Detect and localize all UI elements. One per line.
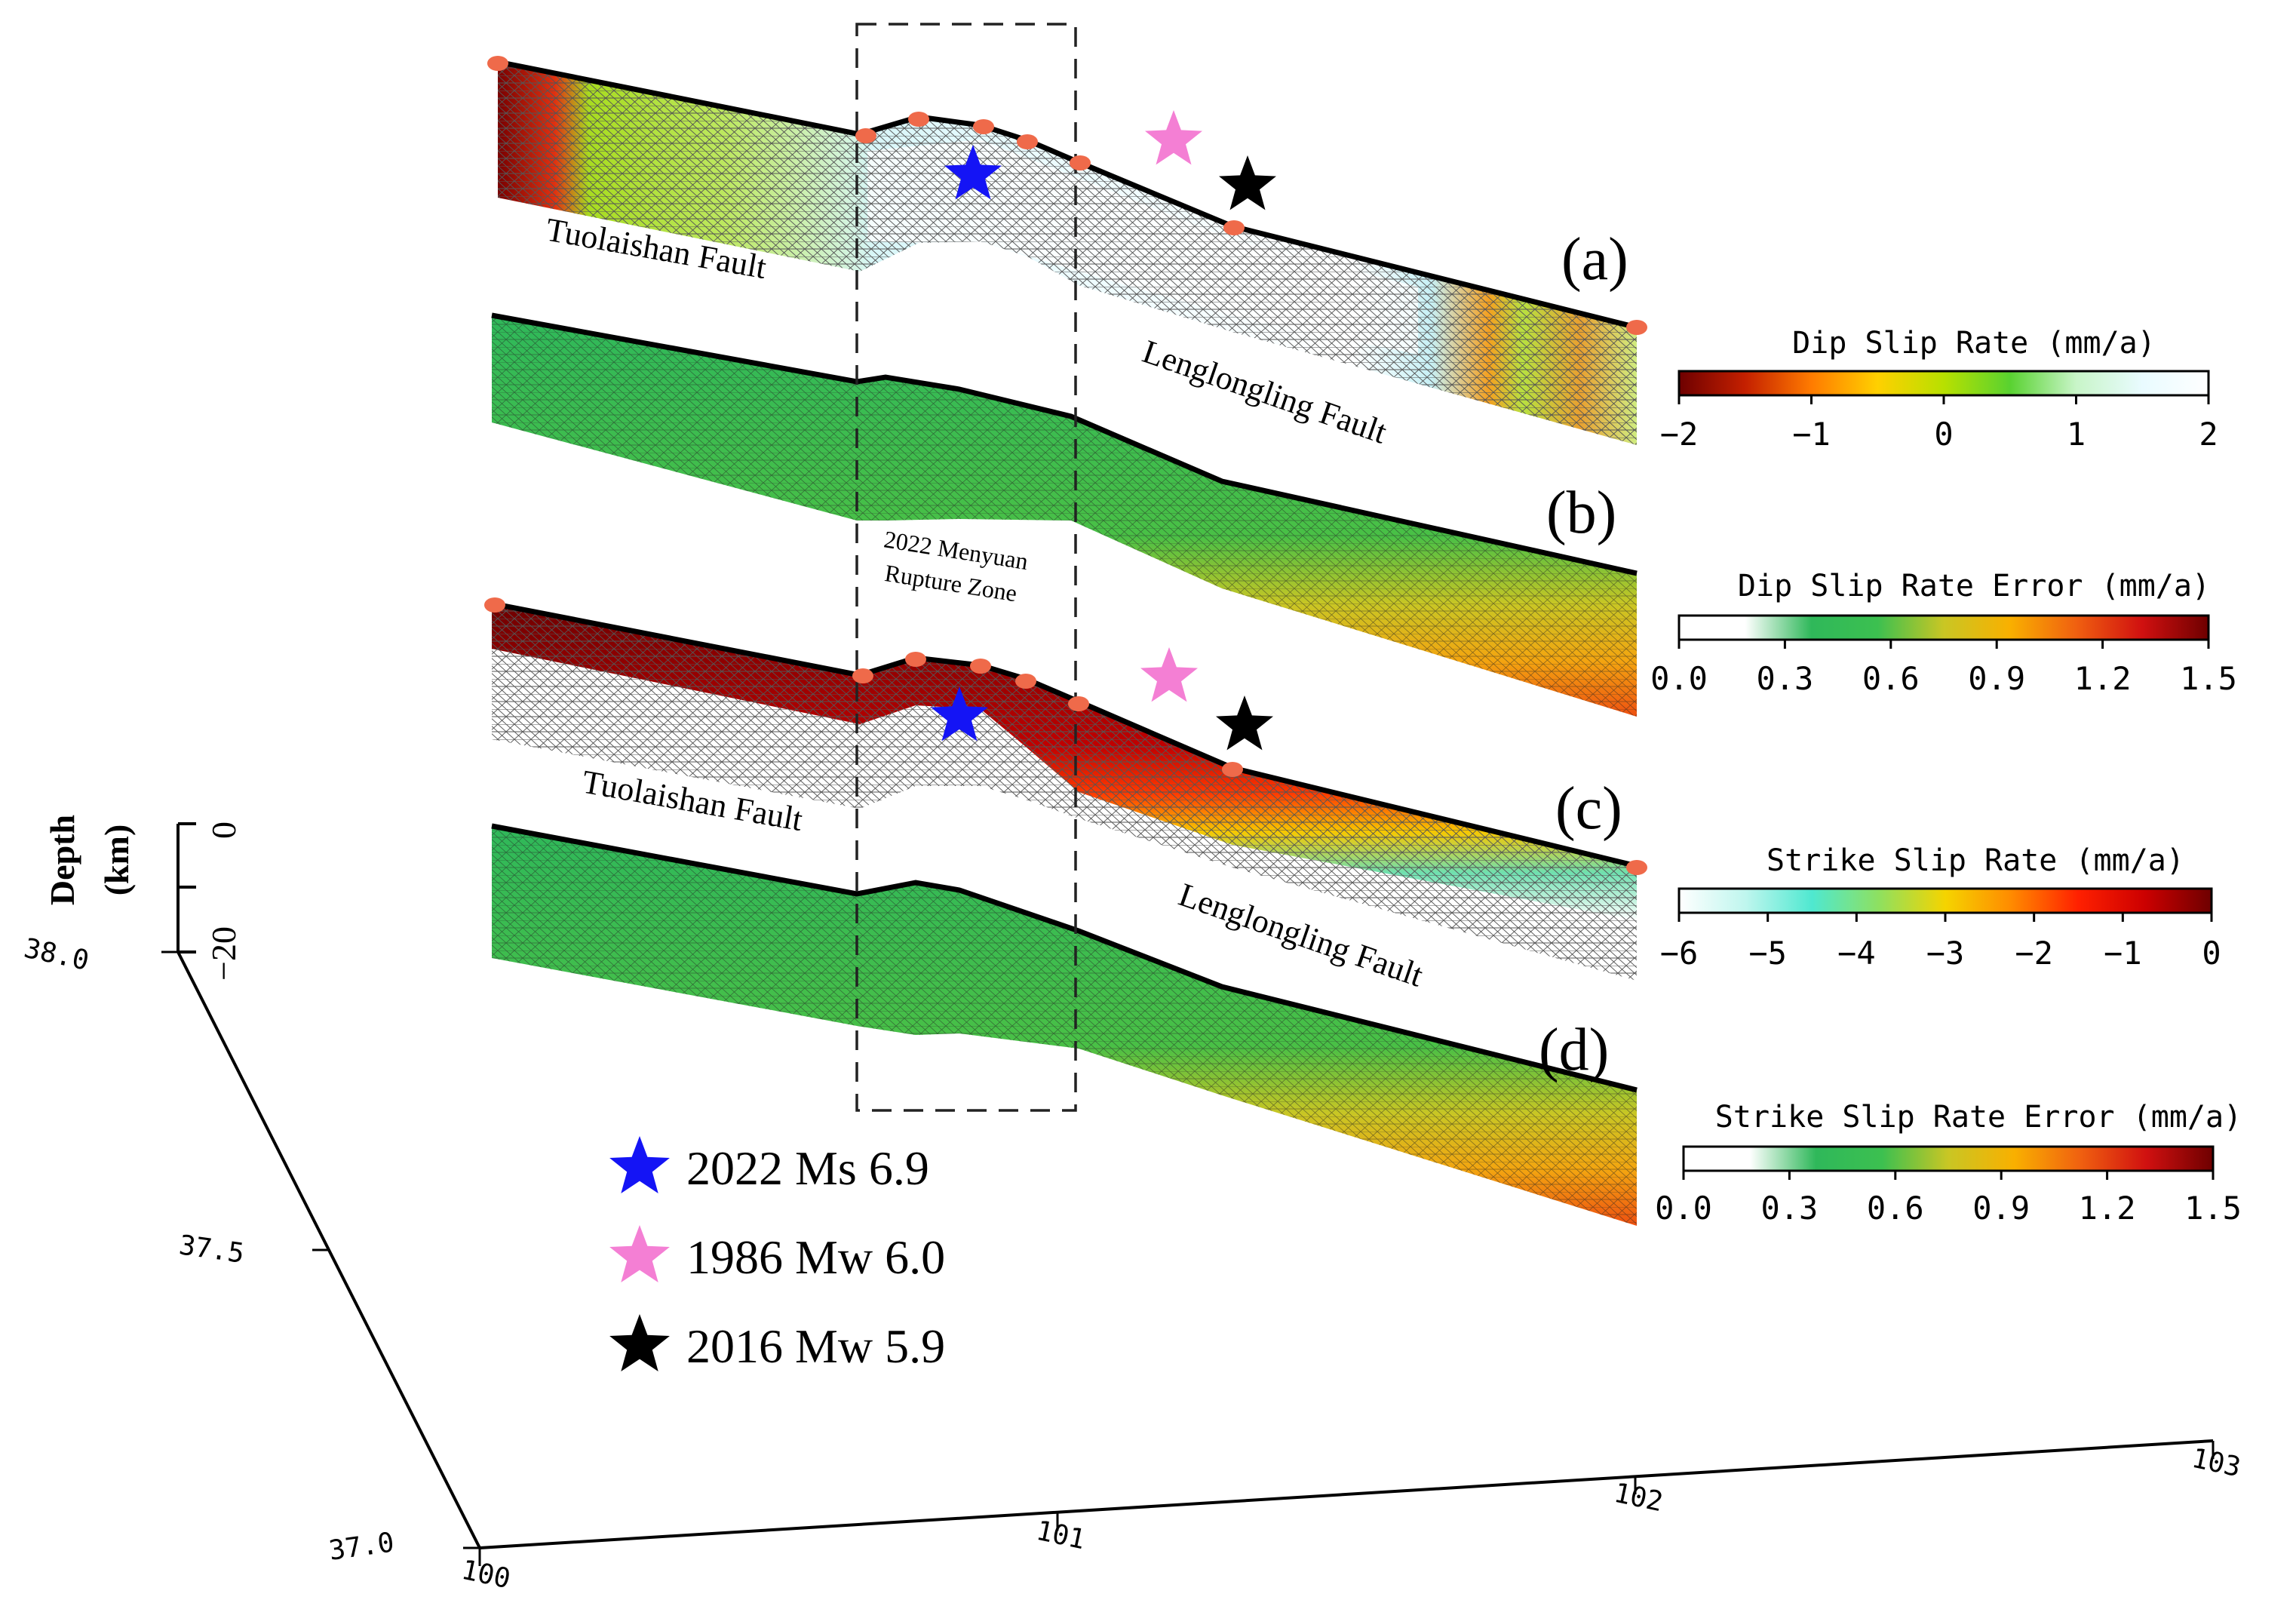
- rupture-zone-label: 2022 Menyuan Rupture Zone: [882, 525, 1030, 606]
- earthquake-stars: [931, 110, 1276, 751]
- longitude-axis-line: [479, 1439, 2214, 1549]
- colorbar-title: Dip Slip Rate (mm/a): [1792, 326, 2156, 361]
- colorbar-tick-label: −6: [1660, 935, 1699, 972]
- pink-star-icon: [1145, 110, 1202, 165]
- lon-tick-label-103: 103: [2189, 1443, 2243, 1484]
- black-star-icon: [1216, 696, 1273, 751]
- pink-star-icon: [609, 1225, 670, 1282]
- colorbar-tick-label: −5: [1748, 935, 1787, 972]
- depth-axis-label-line1: Depth: [43, 815, 81, 905]
- lon-tick-label-101: 101: [1033, 1515, 1088, 1556]
- colorbar-tick-label: 0.9: [1972, 1190, 2030, 1227]
- colorbar-tick-label: 0.6: [1867, 1190, 1924, 1227]
- panel-label-b: (b): [1546, 480, 1616, 546]
- colorbar-tick-label: −2: [1660, 416, 1699, 453]
- panel-c-fault-surface: [491, 600, 1638, 981]
- colorbar-title: Strike Slip Rate (mm/a): [1767, 843, 2184, 878]
- panel-label-c: (c): [1555, 775, 1622, 842]
- colorbar-tick-label: 2: [2199, 416, 2218, 453]
- colorbar-title: Dip Slip Rate Error (mm/a): [1738, 569, 2210, 603]
- lat-tick-label-37-5: 37.5: [177, 1230, 247, 1270]
- colorbar: [1677, 370, 2210, 397]
- pink-star-icon: [1140, 647, 1198, 702]
- lon-tick-label-102: 102: [1611, 1478, 1665, 1519]
- earthquake-legend: 2022 Ms 6.9 1986 Mw 6.0 2016 Mw 5.9: [609, 1136, 945, 1373]
- legend-label: 2022 Ms 6.9: [686, 1141, 929, 1195]
- colorbar-tick-label: 1: [2067, 416, 2086, 453]
- colorbar-tick-label: 0.6: [1862, 660, 1920, 697]
- colorbar-tick-label: −1: [2104, 935, 2142, 972]
- colorbar-tick-label: 0.3: [1756, 660, 1813, 697]
- lat-tick-label-37: 37.0: [327, 1527, 397, 1567]
- colorbar-tick-label: 0.0: [1650, 660, 1708, 697]
- lon-tick-label-100: 100: [459, 1555, 513, 1595]
- depth-tick-label-0: 0: [204, 821, 243, 839]
- colorbar: [1677, 614, 2210, 641]
- panel-label-a: (a): [1561, 226, 1628, 293]
- colorbar-tick-label: 1.5: [2180, 660, 2237, 697]
- colorbar-tick-label: 1.2: [2074, 660, 2132, 697]
- black-star-icon: [609, 1314, 670, 1371]
- colorbar-tick-label: 0: [1934, 416, 1953, 453]
- colorbar-tick-label: −3: [1926, 935, 1965, 972]
- legend-label: 2016 Mw 5.9: [686, 1319, 945, 1373]
- lat-tick-label-38: 38.0: [21, 933, 91, 977]
- panel-a-fault-surface: [497, 59, 1638, 445]
- panel-d-fault-surface: [491, 823, 1638, 1226]
- blue-star-icon: [931, 686, 988, 742]
- colorbar-title: Strike Slip Rate Error (mm/a): [1715, 1100, 2242, 1135]
- colorbar-tick-label: −1: [1792, 416, 1831, 453]
- colorbar-tick-label: 0.0: [1655, 1190, 1712, 1227]
- colorbar-tick-label: −2: [2015, 935, 2053, 972]
- legend-label: 1986 Mw 6.0: [686, 1230, 945, 1284]
- black-star-icon: [1219, 155, 1276, 210]
- blue-star-icon: [609, 1136, 670, 1193]
- colorbar-tick-label: 0.3: [1760, 1190, 1818, 1227]
- colorbars: Dip Slip Rate (mm/a) −2 −1 0 1 2 Dip Slip Rate…: [1650, 326, 2242, 1227]
- colorbar-tick-label: 0.9: [1968, 660, 2025, 697]
- colorbar-tick-label: 1.5: [2184, 1190, 2242, 1227]
- colorbar-tick-label: −4: [1837, 935, 1876, 972]
- blue-star-icon: [944, 145, 1002, 200]
- depth-axis-label-line2: (km): [97, 825, 136, 896]
- rupture-zone-box: [855, 23, 1077, 1112]
- colorbar: [1682, 1145, 2215, 1172]
- fault-segment-markers: [484, 56, 1647, 875]
- colorbar: [1677, 887, 2213, 914]
- panel-label-d: (d): [1539, 1017, 1609, 1083]
- colorbar-tick-label: 0: [2202, 935, 2221, 972]
- depth-tick-label-20: −20: [204, 926, 243, 981]
- colorbar-tick-label: 1.2: [2079, 1190, 2136, 1227]
